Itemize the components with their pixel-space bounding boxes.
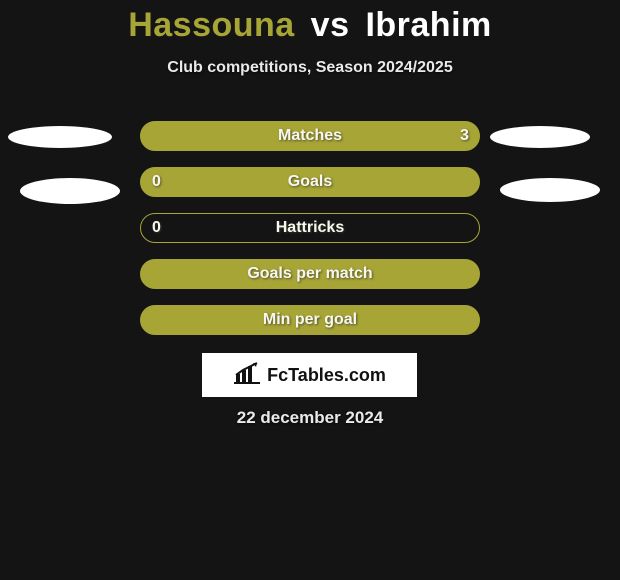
title-player2: Ibrahim	[365, 6, 491, 44]
stat-row-min_per_goal: Min per goal	[0, 297, 620, 343]
stat-bar	[140, 259, 480, 289]
player-photo-ellipse-left-0	[8, 126, 112, 148]
bar-chart-icon	[233, 362, 261, 389]
stat-row-goals_per_match: Goals per match	[0, 251, 620, 297]
stat-bar	[140, 213, 480, 243]
stat-bar	[140, 167, 480, 197]
snapshot-date: 22 december 2024	[0, 408, 620, 428]
page-title: Hassouna vs Ibrahim	[0, 0, 620, 45]
player-photo-ellipse-left-1	[20, 178, 120, 204]
subtitle: Club competitions, Season 2024/2025	[0, 59, 620, 77]
player-photo-ellipse-right-0	[490, 126, 590, 148]
logo-box[interactable]: FcTables.com	[202, 353, 417, 397]
player-photo-ellipse-right-1	[500, 178, 600, 202]
stat-bar	[140, 305, 480, 335]
comparison-card: Hassouna vs Ibrahim Club competitions, S…	[0, 0, 620, 580]
stat-row-hattricks: Hattricks0	[0, 205, 620, 251]
title-player1: Hassouna	[128, 6, 295, 44]
title-vs: vs	[311, 6, 350, 44]
stat-bar	[140, 121, 480, 151]
logo-text: FcTables.com	[267, 365, 386, 386]
